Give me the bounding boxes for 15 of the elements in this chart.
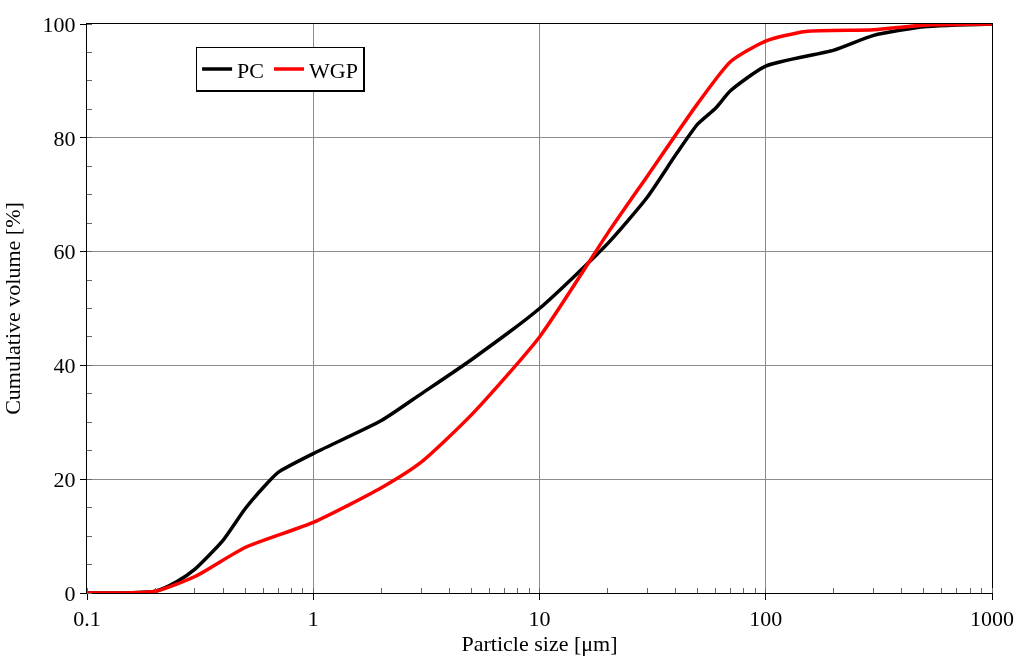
y-tick-label: 80 <box>53 125 76 151</box>
legend-label: WGP <box>309 57 358 83</box>
y-tick-label: 40 <box>53 353 76 379</box>
x-tick-label: 1000 <box>970 606 1014 632</box>
y-axis-title: Cumulative volume [%] <box>0 202 26 415</box>
y-tick-label: 60 <box>53 239 76 265</box>
legend-label: PC <box>237 57 265 83</box>
y-tick-label: 0 <box>64 580 76 606</box>
y-tick-label: 100 <box>42 11 76 37</box>
x-tick-label: 0.1 <box>73 606 101 632</box>
x-axis-title: Particle size [μm] <box>461 631 618 657</box>
x-tick-label: 1 <box>307 606 319 632</box>
x-tick-label: 10 <box>528 606 551 632</box>
y-tick-label: 20 <box>53 466 76 492</box>
x-tick-label: 100 <box>749 606 783 632</box>
